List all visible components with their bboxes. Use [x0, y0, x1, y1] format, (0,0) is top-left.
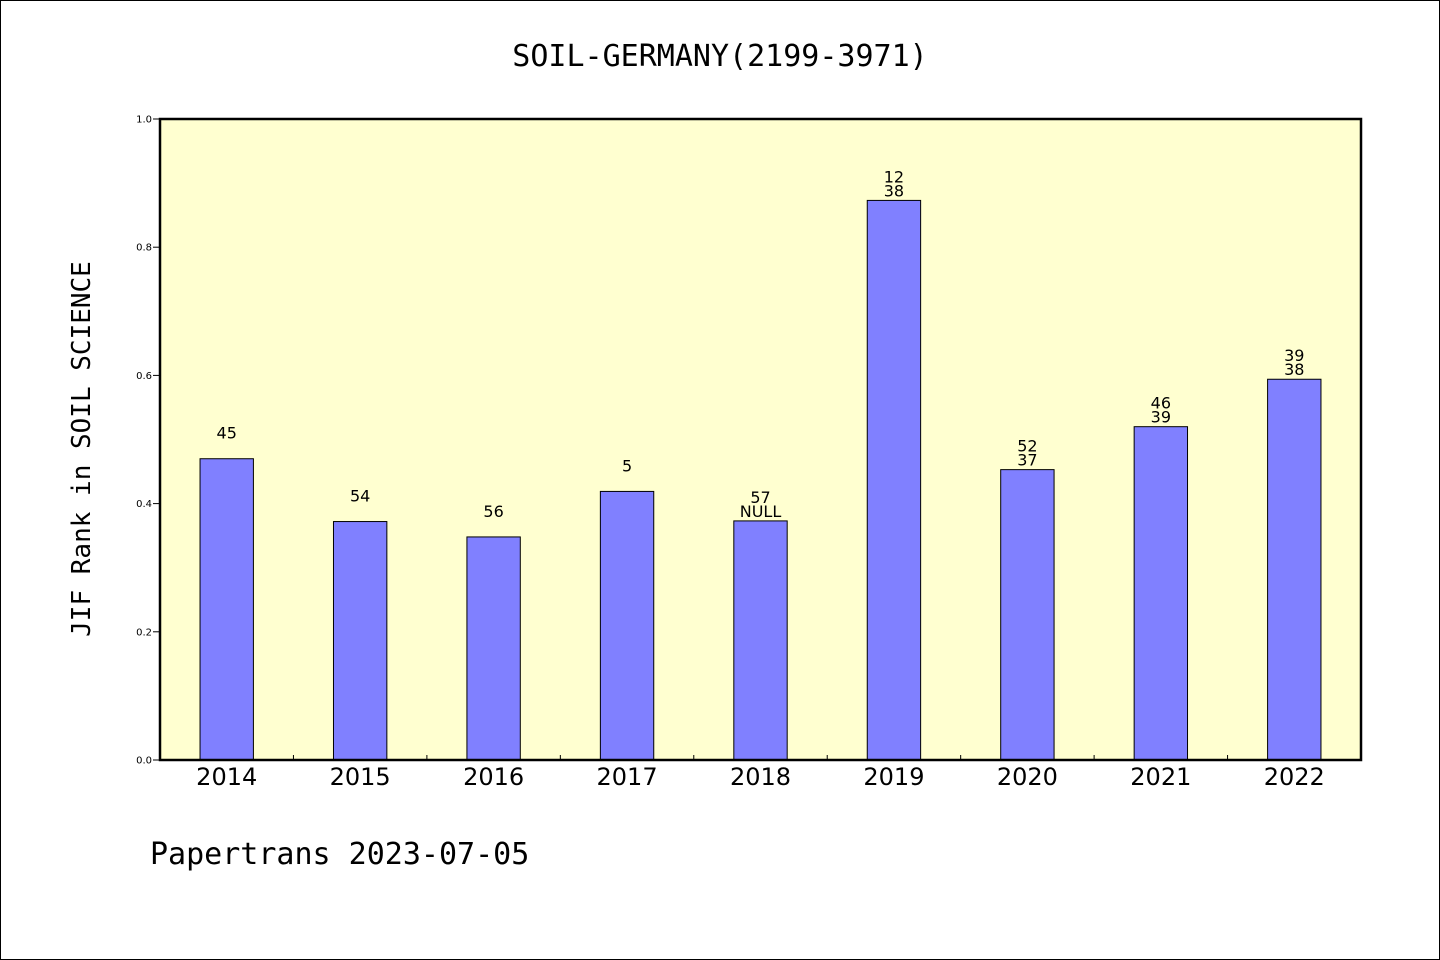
bar-2019: [866, 199, 922, 761]
y-tick-label: 0.2: [136, 627, 152, 638]
bar-label-upper: 46: [1151, 394, 1171, 413]
x-tick-label: 2019: [863, 763, 924, 791]
bar-label-upper: 39: [1284, 346, 1304, 365]
bar-label-upper: 57: [750, 488, 770, 507]
bar-label: 54: [350, 487, 370, 506]
bar-label: 5: [622, 456, 632, 475]
x-tick-label: 2022: [1264, 763, 1325, 791]
bars-layer: [199, 199, 1322, 761]
x-tick-label: 2017: [597, 763, 658, 791]
bar-2022: [1267, 378, 1322, 761]
bar-label-lower: 37: [1017, 451, 1037, 470]
plot-border: [158, 117, 1363, 762]
bar-2014: [199, 458, 254, 761]
bar-2017: [599, 490, 655, 761]
bar-label: 45: [217, 424, 237, 443]
x-tick-label: 2015: [330, 763, 391, 791]
bar-label-upper: 12: [884, 167, 904, 186]
bar-2020: [1000, 469, 1055, 761]
bar-2018: [733, 520, 788, 761]
bar-label-lower: NULL: [740, 502, 782, 521]
bar-label-lower: 38: [1284, 360, 1304, 379]
y-tick-label: 0.4: [136, 499, 152, 510]
y-axis-title: JIF Rank in SOIL SCIENCE: [67, 261, 97, 637]
bar-label-upper: 52: [1017, 437, 1037, 456]
footer-text: Papertrans 2023-07-05: [150, 837, 529, 872]
x-tick-label: 2014: [196, 763, 257, 791]
x-tick-label: 2020: [997, 763, 1058, 791]
y-tick-label: 0.0: [136, 756, 152, 767]
y-tick-label: 0.8: [136, 243, 152, 254]
axis-ticks-layer: 0.0 0.2 0.4 0.6 0.8 1.0 2014 2015 2016 2017 2018 20…: [136, 115, 1325, 792]
bar-2016: [466, 536, 521, 761]
bar-label-lower: 39: [1151, 408, 1171, 427]
x-tick-label: 2016: [463, 763, 524, 791]
bar-label-lower: 38: [884, 181, 904, 200]
bar-label: 56: [483, 502, 503, 521]
bar-2021: [1133, 426, 1189, 761]
x-tick-label: 2018: [730, 763, 791, 791]
y-tick-label: 1.0: [136, 115, 152, 126]
x-tick-label: 2021: [1130, 763, 1191, 791]
y-tick-label: 0.6: [136, 371, 152, 382]
chart-title: SOIL-GERMANY(2199-3971): [512, 39, 927, 74]
bar-2015: [332, 521, 388, 761]
